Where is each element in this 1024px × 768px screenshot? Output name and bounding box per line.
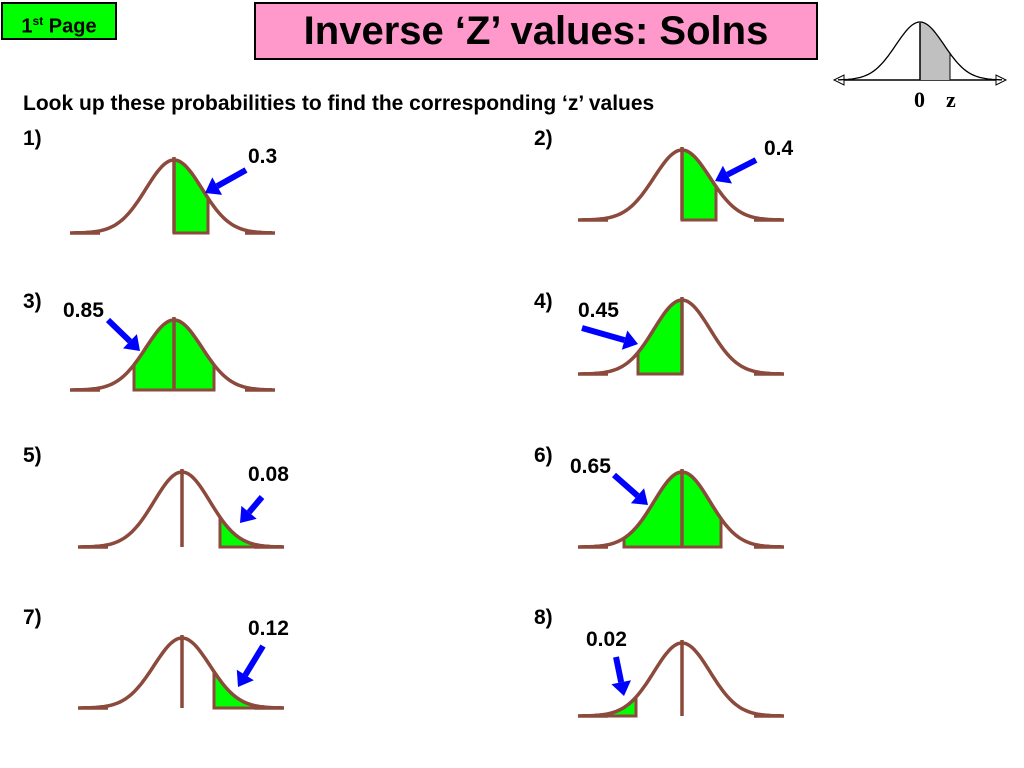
instruction-text: Look up these probabilities to find the …: [23, 92, 655, 115]
reference-zero-label: 0: [914, 87, 925, 112]
first-page-label-sup: st: [32, 14, 44, 28]
first-page-label-rest: Page: [43, 15, 97, 38]
question-5-number: 5): [23, 444, 42, 467]
reference-normal-curve: 0 z: [832, 21, 1008, 112]
question-3-curve: [70, 318, 275, 392]
question-5-arrow: [246, 495, 265, 515]
question-4-number: 4): [534, 290, 553, 313]
question-2-probability: 0.4: [764, 137, 794, 160]
question-3-probability: 0.85: [63, 299, 104, 322]
question-8-number: 8): [534, 606, 553, 629]
question-3-arrow: [105, 317, 133, 344]
question-6-probability: 0.65: [570, 455, 611, 478]
first-page-button[interactable]: 1st Page: [1, 2, 117, 40]
question-1-curve: [70, 158, 275, 235]
first-page-label-main: 1: [21, 15, 33, 38]
question-2-arrow: [726, 157, 758, 178]
question-5-arrowhead: [240, 505, 257, 523]
question-2-number: 2): [534, 127, 553, 150]
question-3-number: 3): [23, 290, 42, 313]
question-4-arrowhead: [621, 330, 638, 350]
question-1-arrowhead: [205, 177, 223, 195]
page-title: Inverse ‘Z’ values: Solns: [254, 2, 818, 60]
question-2-arrowhead: [715, 165, 732, 184]
reference-bell-curve: [838, 21, 1002, 81]
question-4-probability: 0.45: [578, 299, 619, 322]
question-1-number: 1): [23, 127, 42, 150]
question-1-arrow: [215, 167, 248, 189]
question-7-probability: 0.12: [248, 617, 289, 640]
question-3-arrowhead: [123, 334, 140, 351]
question-8-arrowhead: [611, 680, 631, 696]
question-7-arrowhead: [236, 669, 254, 687]
question-4-arrow: [581, 325, 626, 344]
question-8-probability: 0.02: [586, 628, 627, 651]
question-6-arrowhead: [630, 488, 648, 505]
reference-shaded-area: [920, 22, 950, 80]
question-7-arrow: [242, 644, 266, 677]
question-8-arrow: [613, 656, 625, 683]
question-6-arrow: [612, 472, 640, 498]
reference-z-label: z: [946, 87, 956, 112]
question-6-number: 6): [534, 444, 553, 467]
question-5-probability: 0.08: [248, 463, 289, 486]
question-7-number: 7): [23, 606, 42, 629]
question-1-probability: 0.3: [248, 145, 278, 168]
